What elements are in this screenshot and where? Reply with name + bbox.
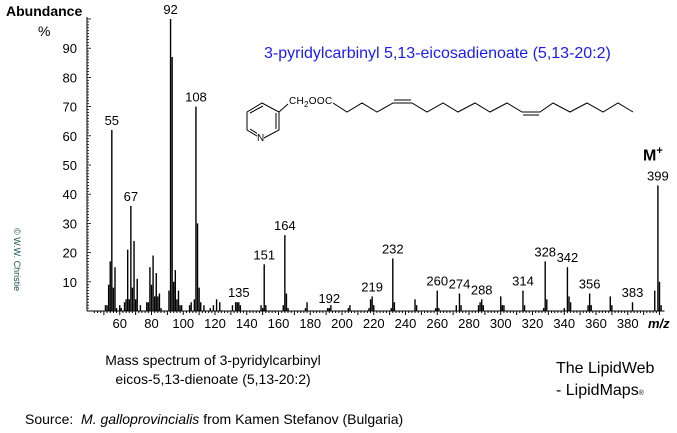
branding: The LipidWeb - LipidMaps® xyxy=(556,358,654,405)
peak-label: 67 xyxy=(124,189,138,204)
peak-label: 151 xyxy=(253,247,275,262)
ester-linker: CH2OOC xyxy=(289,96,332,109)
caption-line-2: eicos-5,13-dienoate (5,13-20:2) xyxy=(115,371,311,387)
peak-label: 399 xyxy=(647,168,669,183)
peak-label: 219 xyxy=(361,279,383,294)
molecular-ion-charge: + xyxy=(656,145,663,157)
x-tick-label: 240 xyxy=(395,316,417,331)
copyright: © W.W. Christie xyxy=(12,228,22,292)
y-axis-title: Abundance xyxy=(6,3,83,19)
registered-mark: ® xyxy=(638,390,644,397)
branding-line-1: The LipidWeb xyxy=(556,360,655,377)
linker-subscript: 2 xyxy=(304,100,309,109)
x-tick-label: 200 xyxy=(331,316,353,331)
y-tick-label: 70 xyxy=(63,100,77,115)
x-tick-label: 300 xyxy=(490,316,512,331)
linker-ooc: OOC xyxy=(308,96,333,107)
source-suffix: from Kamen Stefanov (Bulgaria) xyxy=(203,411,404,427)
molecular-ion-m: M xyxy=(643,147,657,165)
peak-label: 92 xyxy=(163,2,177,17)
ring-inner-bond xyxy=(249,128,259,135)
peak-label: 108 xyxy=(185,90,207,105)
ring-nitrogen: N xyxy=(257,133,265,144)
x-tick-label: 260 xyxy=(426,316,448,331)
y-tick-label: 20 xyxy=(63,246,77,261)
peak-label: 260 xyxy=(426,274,448,289)
y-tick-label: 50 xyxy=(63,158,77,173)
linker-ch: CH xyxy=(289,96,305,107)
x-tick-label: 100 xyxy=(172,316,194,331)
y-tick-label: 90 xyxy=(63,41,77,56)
y-tick-label: 30 xyxy=(63,216,77,231)
x-tick-label: 140 xyxy=(236,316,258,331)
peak-label: 55 xyxy=(105,113,119,128)
chart-title: 3-pyridylcarbinyl 5,13-eicosadienoate (5… xyxy=(264,45,611,62)
x-tick-label: 280 xyxy=(458,316,480,331)
molecular-ion-label: M+ xyxy=(643,145,663,165)
figure-caption: Mass spectrum of 3-pyridylcarbinyl eicos… xyxy=(88,351,338,389)
peak-label: 288 xyxy=(471,282,493,297)
y-tick-label: 60 xyxy=(63,129,77,144)
branding-line-2-text: - LipidMaps xyxy=(556,382,639,399)
peak-label: 356 xyxy=(579,276,601,291)
y-tick-label: 10 xyxy=(63,275,77,290)
peak-label: 135 xyxy=(228,285,250,300)
x-tick-label: 160 xyxy=(268,316,290,331)
source-species: M. galloprovincialis xyxy=(81,411,200,427)
y-tick-label: 80 xyxy=(63,70,77,85)
caption-line-1: Mass spectrum of 3-pyridylcarbinyl xyxy=(105,352,321,368)
x-tick-label: 380 xyxy=(617,316,639,331)
x-tick-label: 320 xyxy=(522,316,544,331)
linker-bond xyxy=(278,103,289,113)
x-tick-label: 120 xyxy=(204,316,226,331)
axes: 60 80 100 120 140 160 180 200 220 240 260 280 300 320… xyxy=(63,17,665,331)
peak-label: 164 xyxy=(274,218,296,233)
x-tick-label: 220 xyxy=(363,316,385,331)
x-tick-label: 80 xyxy=(144,316,158,331)
x-tick-label: 180 xyxy=(299,316,321,331)
fatty-acid-chain xyxy=(332,102,634,113)
y-axis-unit: % xyxy=(38,23,51,39)
x-axis-title: m/z xyxy=(648,316,670,331)
source-note: Source: M. galloprovincialis from Kamen … xyxy=(25,411,403,427)
peak-label: 274 xyxy=(449,276,471,291)
peak-label: 342 xyxy=(557,250,579,265)
ring-inner-bond xyxy=(249,105,264,114)
source-prefix: Source: xyxy=(25,411,74,427)
branding-line-2: - LipidMaps® xyxy=(556,380,654,405)
peak-label: 314 xyxy=(512,274,534,289)
x-tick-label: 360 xyxy=(585,316,607,331)
peak-label: 232 xyxy=(382,241,404,256)
peaks xyxy=(104,19,662,311)
x-tick-label: 60 xyxy=(113,316,127,331)
x-tick-label: 340 xyxy=(553,316,575,331)
peak-label: 328 xyxy=(534,244,556,259)
y-tick-label: 40 xyxy=(63,187,77,202)
peak-label: 192 xyxy=(318,291,340,306)
peak-label: 383 xyxy=(622,285,644,300)
